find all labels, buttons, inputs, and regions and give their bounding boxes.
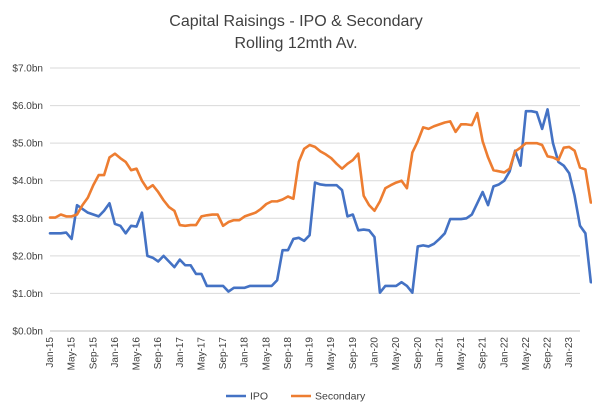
- series-lines: [48, 108, 592, 294]
- x-tick-label: Jan-16: [110, 337, 121, 368]
- y-tick-label: $4.0bn: [12, 176, 43, 187]
- x-tick-label: May-22: [521, 337, 532, 371]
- y-tick-label: $3.0bn: [12, 214, 43, 225]
- legend: IPO Secondary: [226, 391, 366, 403]
- x-tick-label: May-19: [326, 337, 337, 371]
- series-line-secondary: [48, 111, 592, 228]
- chart-title: Capital Raisings - IPO & Secondary: [169, 13, 422, 30]
- chart-subtitle: Rolling 12mth Av.: [234, 35, 357, 52]
- x-tick-label: May-15: [67, 337, 78, 371]
- x-tick-label: May-20: [391, 337, 402, 371]
- x-tick-label: May-17: [196, 337, 207, 371]
- x-tick-label: Jan-19: [305, 337, 316, 368]
- x-tick-label: Jan-21: [434, 337, 445, 368]
- x-tick-label: Sep-18: [283, 337, 294, 370]
- y-tick-label: $5.0bn: [12, 139, 43, 150]
- x-tick-label: Sep-19: [348, 337, 359, 370]
- x-tick-label: Jan-22: [499, 337, 510, 368]
- y-tick-label: $2.0bn: [12, 251, 43, 262]
- legend-label-secondary: Secondary: [315, 391, 366, 403]
- x-tick-label: Jan-20: [369, 337, 380, 368]
- y-tick-label: $6.0bn: [12, 101, 43, 112]
- y-tick-label: $7.0bn: [12, 64, 43, 75]
- x-tick-label: Sep-16: [153, 337, 164, 370]
- x-tick-label: Jan-18: [240, 337, 251, 368]
- x-tick-label: Jan-17: [175, 337, 186, 368]
- x-tick-label: May-21: [456, 337, 467, 371]
- x-tick-label: May-18: [261, 337, 272, 371]
- x-tick-label: Sep-17: [218, 337, 229, 370]
- x-tick-label: Sep-15: [88, 337, 99, 370]
- x-tick-label: May-16: [132, 337, 143, 371]
- x-tick-label: Sep-20: [413, 337, 424, 370]
- x-tick-label: Sep-22: [543, 337, 554, 370]
- y-tick-label: $1.0bn: [12, 289, 43, 300]
- legend-label-ipo: IPO: [250, 391, 268, 403]
- x-tick-label: Jan-23: [564, 337, 575, 368]
- x-tick-label: Sep-21: [478, 337, 489, 370]
- series-line-ipo: [48, 108, 592, 294]
- x-tick-label: Jan-15: [45, 337, 56, 368]
- x-axis-tick-labels: Jan-15 May-15 Sep-15 Jan-16 May-16 Sep-16 Jan-…: [45, 337, 575, 371]
- y-tick-label: $0.0bn: [12, 327, 43, 338]
- grid-lines: [50, 67, 580, 294]
- y-axis-tick-labels: $0.0bn $1.0bn $2.0bn $3.0bn $4.0bn $5.0bn $6.0…: [12, 64, 43, 338]
